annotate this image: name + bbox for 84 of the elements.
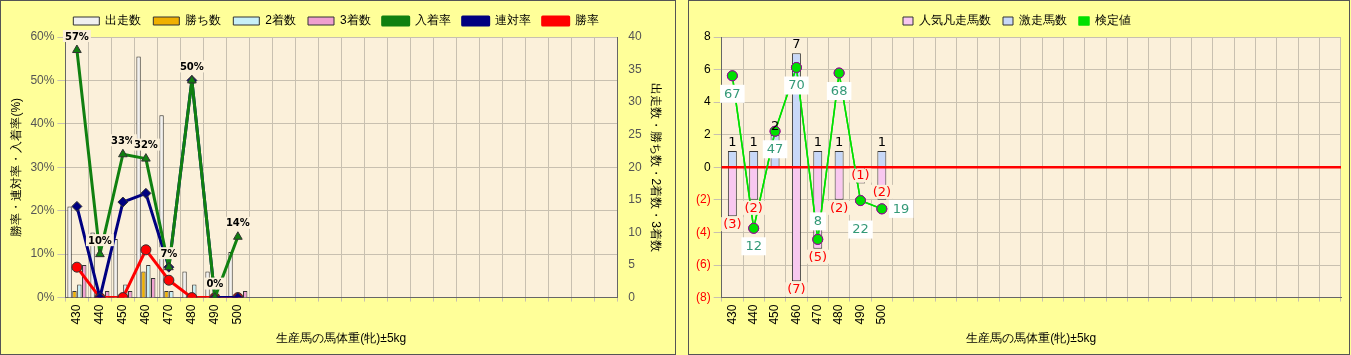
- y-tick-label: (8): [695, 289, 711, 304]
- data-label: 8: [813, 213, 822, 229]
- x-tick-label: 480: [831, 304, 846, 325]
- data-label: 1: [728, 133, 737, 149]
- data-label: 1: [877, 133, 886, 149]
- data-label: 57%: [64, 30, 89, 42]
- x-tick-label: 450: [115, 304, 130, 325]
- y-tick-label: (4): [695, 224, 711, 239]
- legend-label: 人気凡走馬数: [919, 13, 991, 28]
- y2-tick-label: 0: [628, 289, 636, 304]
- legend-label: 検定値: [1095, 13, 1131, 28]
- data-label: 32%: [133, 139, 158, 151]
- data-label: 67: [724, 85, 741, 101]
- data-label: 2: [770, 117, 780, 133]
- y2-tick-label: 10: [628, 224, 642, 239]
- data-label: 1: [813, 133, 822, 149]
- x-tick-label: 460: [788, 304, 803, 325]
- y-tick-label: 4: [703, 94, 711, 109]
- data-label: 1: [749, 133, 758, 149]
- legend-label: 激走馬数: [1019, 13, 1067, 28]
- y2-tick-label: 15: [628, 192, 642, 207]
- y-tick-label: 2: [703, 127, 711, 142]
- y2-tick-label: 40: [628, 29, 642, 44]
- data-label: 70: [788, 77, 805, 93]
- legend-label: 勝ち数: [185, 13, 222, 28]
- y-tick-label: 0: [703, 159, 711, 174]
- x-tick-label: 480: [184, 304, 199, 325]
- y-tick-label: 40%: [30, 116, 55, 131]
- x-axis-title: 生産馬の馬体重(牝)±5kg: [966, 331, 1097, 346]
- legend-label: 3着数: [340, 13, 371, 28]
- data-label: 47: [766, 141, 784, 157]
- y2-tick-label: 20: [628, 159, 642, 174]
- x-tick-label: 460: [138, 304, 153, 325]
- data-label: (2): [829, 199, 849, 215]
- data-label: 1: [834, 133, 844, 149]
- data-label: 0%: [206, 278, 224, 290]
- x-tick-label: 440: [92, 304, 107, 325]
- y-tick-label: 0%: [37, 289, 55, 304]
- x-tick-label: 490: [852, 304, 867, 325]
- data-label: 14%: [225, 217, 250, 229]
- y-axis-title: 勝率・連対率・入着率(%): [8, 97, 23, 237]
- data-label: (7): [787, 281, 806, 297]
- data-label: (3): [723, 216, 742, 232]
- x-tick-label: 470: [161, 304, 176, 325]
- x-tick-label: 470: [810, 304, 825, 325]
- y-tick-label: 20%: [30, 203, 55, 218]
- data-label: (2): [872, 183, 892, 199]
- data-label: 7%: [160, 247, 178, 259]
- legend-label: 出走数: [105, 13, 142, 28]
- y2-tick-label: 25: [628, 127, 642, 142]
- y-tick-label: 60%: [30, 29, 55, 44]
- legend-label: 勝率: [574, 13, 599, 28]
- x-tick-label: 430: [69, 304, 84, 325]
- x-tick-label: 500: [230, 304, 245, 325]
- legend-label: 入着率: [414, 13, 451, 28]
- data-label: 7: [792, 36, 801, 52]
- data-label: 50%: [179, 61, 204, 73]
- x-axis-title: 生産馬の馬体重(牝)±5kg: [276, 331, 407, 346]
- x-tick-label: 500: [874, 304, 889, 325]
- y-tick-label: 50%: [30, 72, 55, 87]
- x-tick-label: 490: [207, 304, 222, 325]
- y2-tick-label: 35: [628, 61, 642, 76]
- x-tick-label: 430: [724, 304, 739, 325]
- y-tick-label: 10%: [30, 246, 55, 261]
- y2-axis-title: 出走数・勝ち数・2着数・3着数: [649, 82, 664, 252]
- data-label: 12: [745, 238, 762, 254]
- y-tick-label: (6): [695, 257, 711, 272]
- y-tick-label: 8: [703, 29, 711, 44]
- y2-tick-label: 30: [628, 94, 642, 109]
- data-label: 19: [892, 200, 910, 216]
- legend-label: 2着数: [265, 13, 297, 28]
- data-label: (2): [744, 199, 763, 215]
- data-label: (1): [851, 167, 870, 183]
- y-tick-label: 6: [703, 61, 711, 76]
- data-label: (5): [808, 248, 827, 264]
- y2-tick-label: 5: [628, 257, 636, 272]
- x-tick-label: 450: [767, 304, 782, 325]
- data-label: 22: [852, 221, 869, 237]
- y-tick-label: 30%: [30, 159, 55, 174]
- x-tick-label: 440: [746, 304, 761, 325]
- data-label: 68: [830, 82, 848, 98]
- data-label: 10%: [87, 234, 112, 246]
- y-tick-label: (2): [695, 192, 711, 207]
- legend-label: 連対率: [494, 13, 531, 28]
